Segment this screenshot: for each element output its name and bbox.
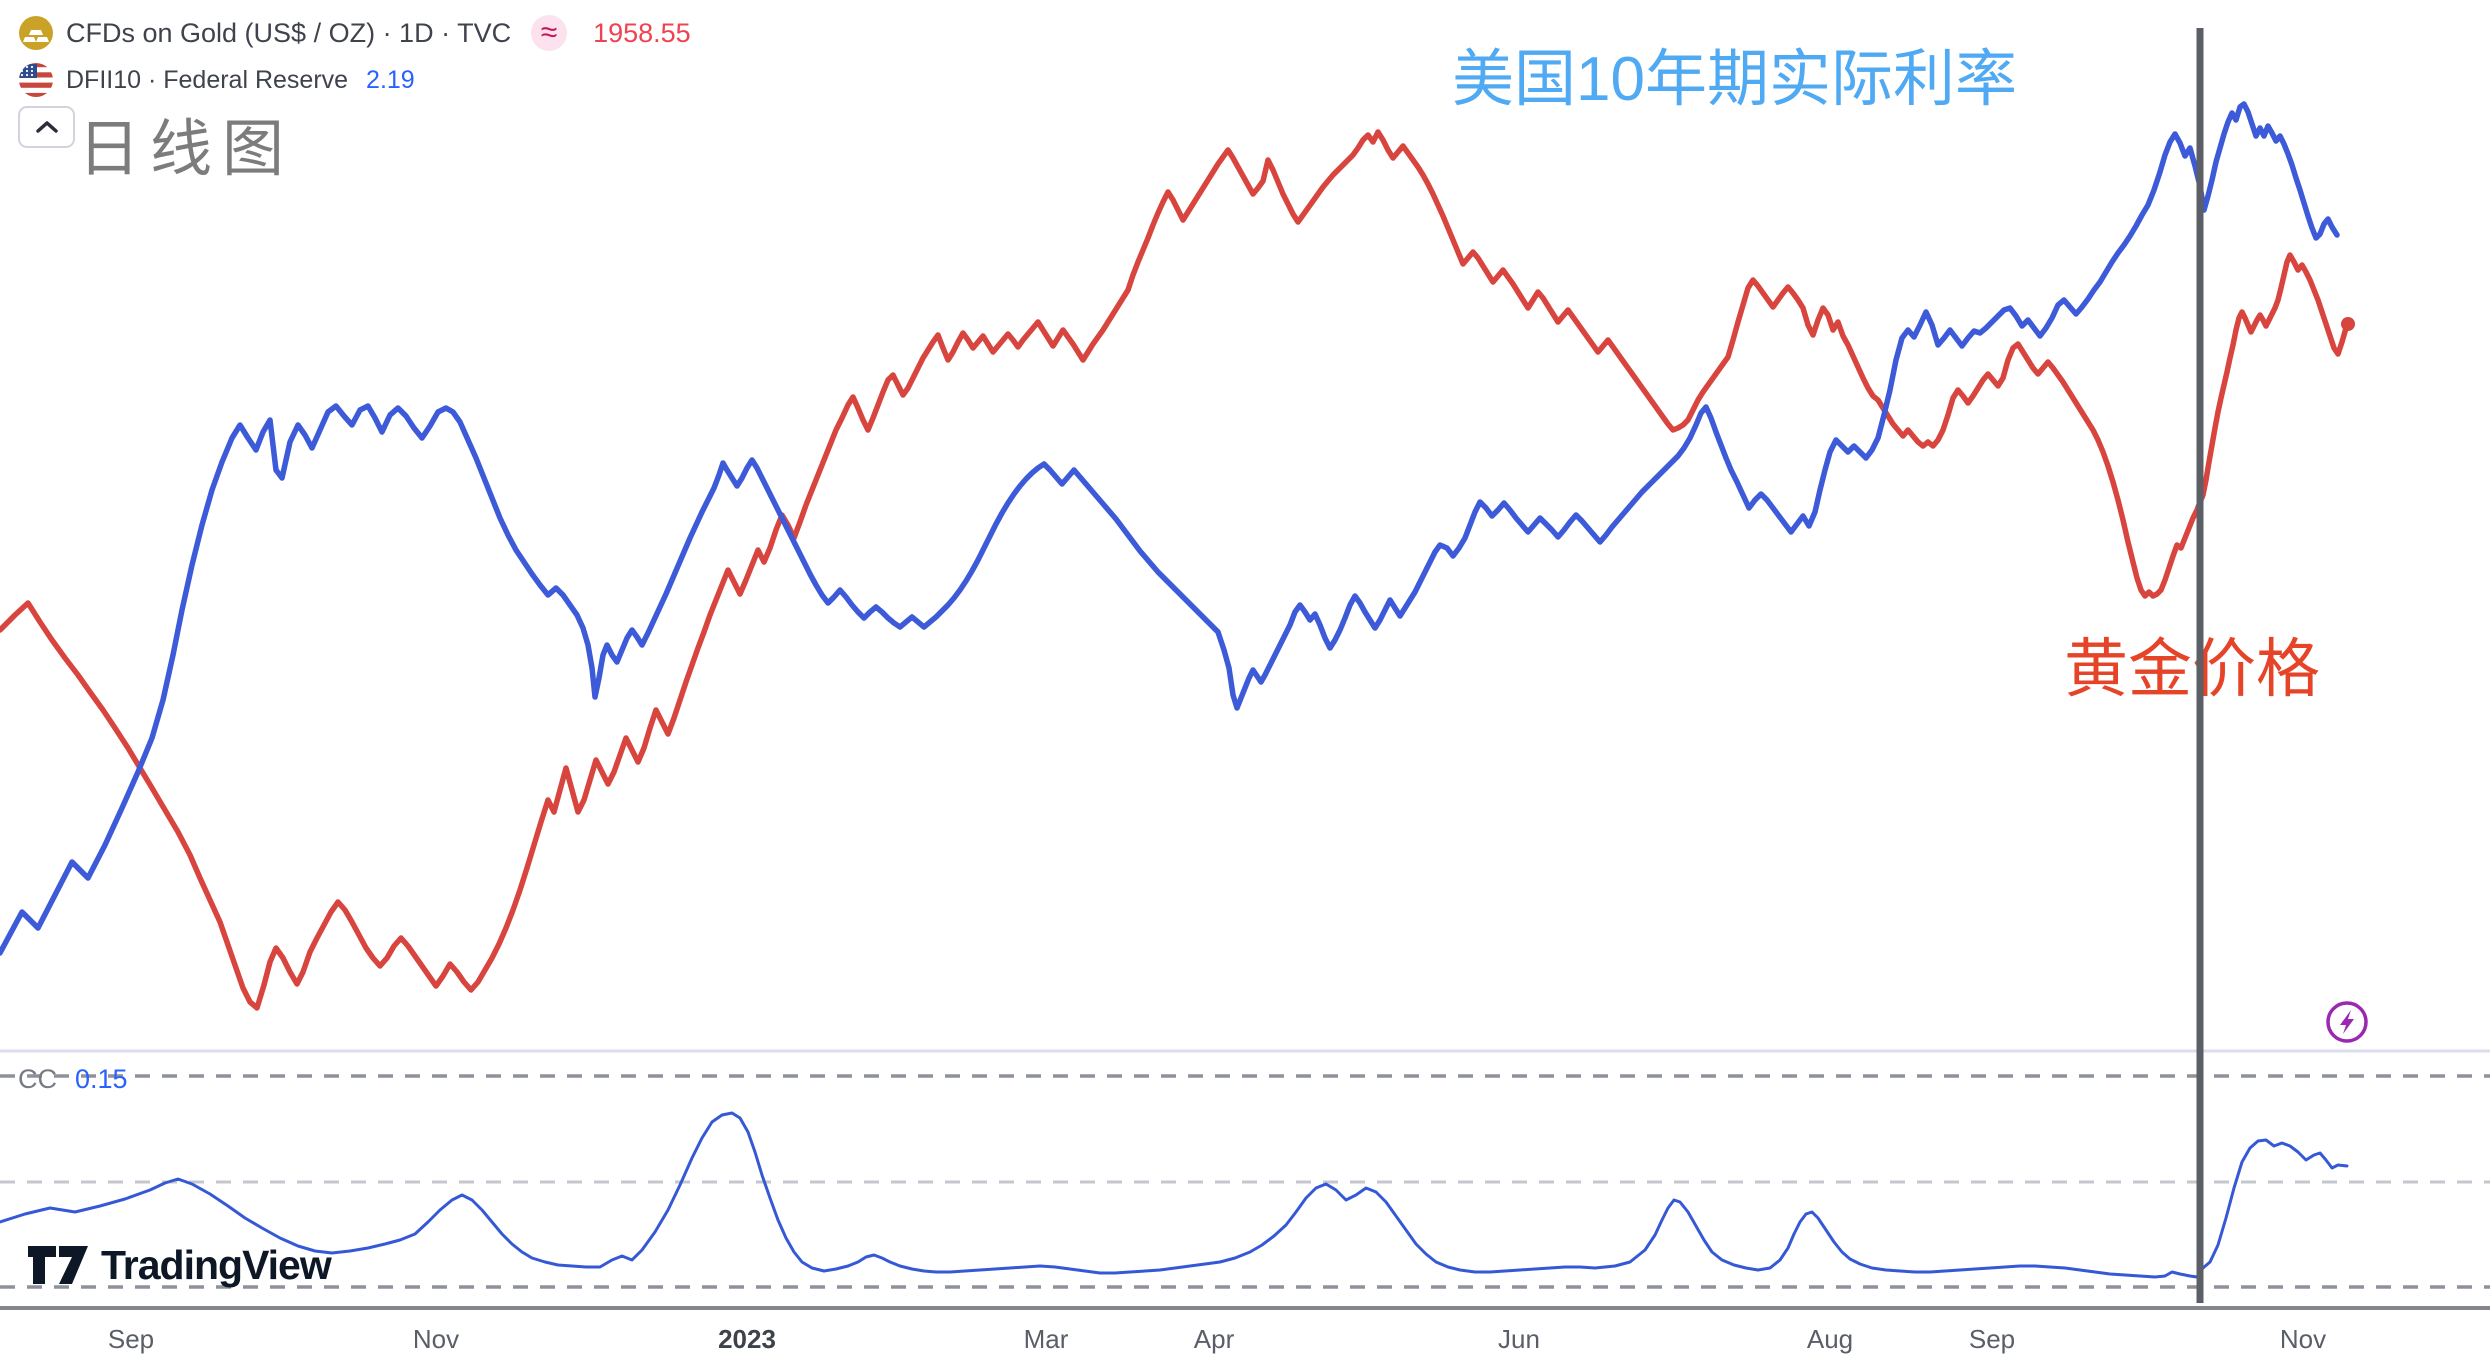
- us-flag-icon: [19, 63, 53, 97]
- cc-indicator-row[interactable]: CC 0.15: [18, 1064, 128, 1095]
- x-axis-tick-2023: 2023: [718, 1324, 776, 1354]
- lightning-icon: [2326, 1001, 2368, 1043]
- x-axis-tick-apr: Apr: [1193, 1324, 1235, 1354]
- x-axis-tick-nov: Nov: [412, 1324, 460, 1354]
- collapse-button[interactable]: [18, 106, 75, 148]
- x-axis-tick-jun: Jun: [1498, 1324, 1540, 1354]
- correlation-line: [0, 1111, 2349, 1279]
- chart-type-label: 日线图: [78, 115, 295, 184]
- gold-annotation: 黄金价格: [2064, 633, 2320, 705]
- x-axis-tick-nov: Nov: [2279, 1324, 2327, 1354]
- x-axis-tick-aug: Aug: [1806, 1324, 1854, 1354]
- tradingview-logo[interactable]: TradingView: [25, 1242, 332, 1289]
- approx-badge-icon: ≈: [531, 15, 568, 51]
- tradingview-mark-icon: [28, 1245, 88, 1284]
- indicator-row[interactable]: DFII10 · Federal Reserve 2.19: [18, 62, 415, 98]
- real-rate-line: [0, 101, 2340, 956]
- x-axis-tick-sep: Sep: [107, 1324, 155, 1354]
- gold-bars-icon: [19, 16, 53, 50]
- last-price: 1958.55: [593, 17, 691, 48]
- x-axis-tick-sep: Sep: [1968, 1324, 2016, 1354]
- cc-label: CC: [18, 1064, 57, 1094]
- symbol-row[interactable]: CFDs on Gold (US$ / OZ) · 1D · TVC ≈ 195…: [18, 14, 691, 52]
- indicator-title: DFII10 · Federal Reserve: [66, 65, 349, 94]
- flash-button[interactable]: [2324, 999, 2370, 1050]
- rate-annotation: 美国10年期实际利率: [1452, 45, 2017, 114]
- symbol-title: CFDs on Gold (US$ / OZ) · 1D · TVC: [66, 17, 512, 48]
- tradingview-logo-text: TradingView: [101, 1242, 332, 1288]
- indicator-value: 2.19: [366, 65, 415, 94]
- gold-price-line: [0, 129, 2349, 1011]
- x-axis-tick-mar: Mar: [1023, 1324, 1069, 1354]
- chevron-up-icon: [35, 121, 58, 133]
- time-axis[interactable]: Sep Nov 2023 Mar Apr Jun Aug Sep Nov: [0, 1316, 2490, 1360]
- gold-last-dot: [2341, 317, 2355, 331]
- cc-value: 0.15: [75, 1064, 128, 1094]
